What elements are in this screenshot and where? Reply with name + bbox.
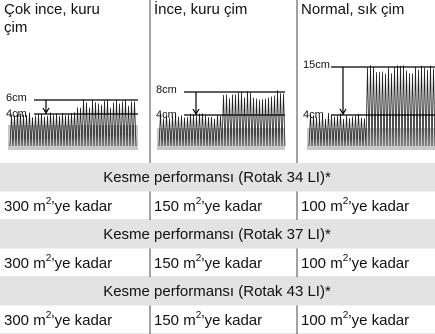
cell-suffix: ’ye kadar bbox=[51, 198, 112, 215]
row-heading: Kesme performansı (Rotak 37 LI)* bbox=[103, 226, 331, 243]
cell-superscript: 2 bbox=[343, 309, 349, 320]
cell-suffix: ’ye kadar bbox=[51, 312, 112, 329]
cell-text: 150 m2’ye kadar bbox=[154, 195, 262, 214]
cell-suffix: ’ye kadar bbox=[201, 255, 262, 272]
cell-superscript: 2 bbox=[343, 195, 349, 206]
height-label: 8cm bbox=[156, 84, 177, 96]
height-label: 15cm bbox=[303, 59, 330, 71]
cell-amount: 150 m bbox=[154, 312, 196, 329]
cell-text: 150 m2’ye kadar bbox=[154, 252, 262, 271]
cell-text: 300 m2’ye kadar bbox=[4, 195, 112, 214]
cell-superscript: 2 bbox=[196, 252, 202, 263]
row-heading: Kesme performansı (Rotak 43 LI)* bbox=[103, 283, 331, 300]
cell-text: 100 m2’ye kadar bbox=[301, 252, 409, 271]
cell-text: 150 m2’ye kadar bbox=[154, 309, 262, 328]
cell-amount: 150 m bbox=[154, 255, 196, 272]
cell-superscript: 2 bbox=[343, 252, 349, 263]
heading-row bbox=[0, 220, 435, 249]
cell-text: 300 m2’ye kadar bbox=[4, 309, 112, 328]
cell-amount: 100 m bbox=[301, 312, 343, 329]
height-label: 4cm bbox=[303, 109, 324, 121]
height-label: 4cm bbox=[156, 109, 177, 121]
cell-suffix: ’ye kadar bbox=[348, 198, 409, 215]
cell-superscript: 2 bbox=[196, 309, 202, 320]
cell-text: 100 m2’ye kadar bbox=[301, 195, 409, 214]
cell-amount: 100 m bbox=[301, 198, 343, 215]
cell-suffix: ’ye kadar bbox=[348, 255, 409, 272]
cell-amount: 100 m bbox=[301, 255, 343, 272]
cell-superscript: 2 bbox=[196, 195, 202, 206]
cell-amount: 150 m bbox=[154, 198, 196, 215]
height-label: 4cm bbox=[6, 108, 27, 120]
cell-amount: 300 m bbox=[4, 312, 46, 329]
cell-amount: 300 m bbox=[4, 198, 46, 215]
row-heading: Kesme performansı (Rotak 34 LI)* bbox=[103, 169, 331, 186]
cell-amount: 300 m bbox=[4, 255, 46, 272]
height-label: 6cm bbox=[6, 92, 27, 104]
cell-suffix: ’ye kadar bbox=[201, 198, 262, 215]
cell-suffix: ’ye kadar bbox=[51, 255, 112, 272]
heading-row bbox=[0, 277, 435, 306]
column-title: Çok ince, kuru bbox=[4, 1, 100, 18]
grass bbox=[158, 90, 286, 147]
cell-suffix: ’ye kadar bbox=[348, 312, 409, 329]
column-title: Normal, sık çim bbox=[301, 1, 404, 18]
cell-text: 100 m2’ye kadar bbox=[301, 309, 409, 328]
column-title: çim bbox=[4, 19, 27, 36]
cell-superscript: 2 bbox=[46, 195, 52, 206]
arrow-head bbox=[192, 108, 200, 116]
cell-text: 300 m2’ye kadar bbox=[4, 252, 112, 271]
cell-superscript: 2 bbox=[46, 252, 52, 263]
column-title: İnce, kuru çim bbox=[154, 0, 247, 18]
heading-row bbox=[0, 163, 435, 192]
arrow-head bbox=[42, 107, 50, 115]
cell-superscript: 2 bbox=[46, 309, 52, 320]
cell-suffix: ’ye kadar bbox=[201, 312, 262, 329]
arrow-head bbox=[339, 108, 347, 116]
